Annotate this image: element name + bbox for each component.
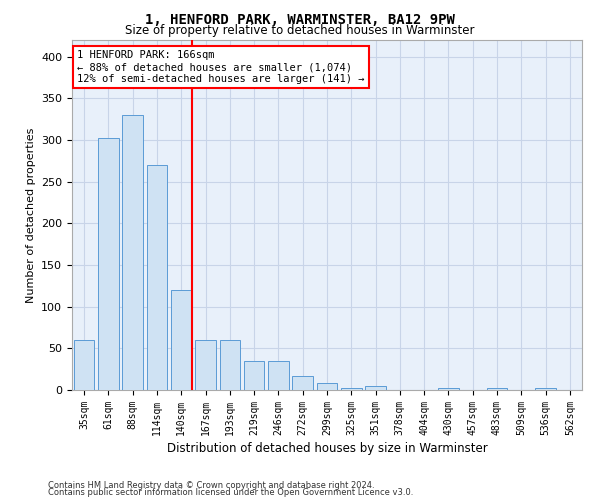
- Y-axis label: Number of detached properties: Number of detached properties: [26, 128, 35, 302]
- Bar: [292, 376, 313, 390]
- Bar: [535, 388, 556, 390]
- Bar: [365, 386, 386, 390]
- Bar: [171, 290, 191, 390]
- Bar: [74, 340, 94, 390]
- Bar: [146, 165, 167, 390]
- Bar: [195, 340, 216, 390]
- X-axis label: Distribution of detached houses by size in Warminster: Distribution of detached houses by size …: [167, 442, 487, 455]
- Bar: [220, 340, 240, 390]
- Bar: [317, 384, 337, 390]
- Bar: [487, 388, 508, 390]
- Text: 1 HENFORD PARK: 166sqm
← 88% of detached houses are smaller (1,074)
12% of semi-: 1 HENFORD PARK: 166sqm ← 88% of detached…: [77, 50, 365, 84]
- Text: 1, HENFORD PARK, WARMINSTER, BA12 9PW: 1, HENFORD PARK, WARMINSTER, BA12 9PW: [145, 12, 455, 26]
- Bar: [244, 361, 265, 390]
- Bar: [341, 388, 362, 390]
- Bar: [268, 361, 289, 390]
- Text: Size of property relative to detached houses in Warminster: Size of property relative to detached ho…: [125, 24, 475, 37]
- Bar: [438, 388, 459, 390]
- Bar: [122, 115, 143, 390]
- Bar: [98, 138, 119, 390]
- Text: Contains public sector information licensed under the Open Government Licence v3: Contains public sector information licen…: [48, 488, 413, 497]
- Text: Contains HM Land Registry data © Crown copyright and database right 2024.: Contains HM Land Registry data © Crown c…: [48, 480, 374, 490]
